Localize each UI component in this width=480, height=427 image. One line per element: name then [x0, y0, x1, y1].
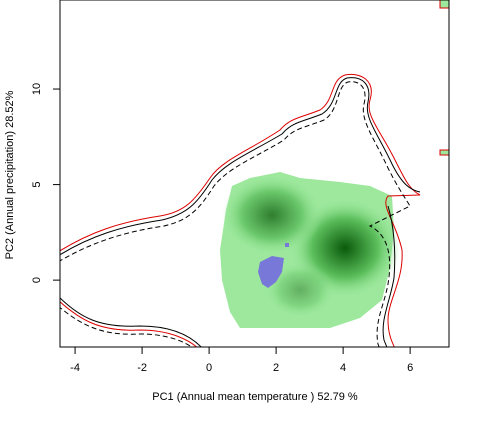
- x-tick-label: 6: [407, 362, 413, 374]
- x-tick-label: -2: [137, 362, 147, 374]
- contour-black: [60, 297, 202, 347]
- contour-red: [60, 301, 198, 347]
- y-axis-label: PC2 (Annual precipitation) 28.52%: [4, 90, 16, 259]
- contour-black: [60, 77, 421, 347]
- overlap-area: [258, 256, 284, 288]
- overlap-area: [285, 243, 289, 247]
- edge-patch: [439, 149, 449, 156]
- density-layer: [60, 0, 449, 347]
- edge-patch: [439, 0, 449, 9]
- contour-dashed: [60, 306, 193, 347]
- y-tick-label: 0: [31, 277, 43, 283]
- x-axis-label: PC1 (Annual mean temperature ) 52.79 %: [152, 391, 358, 403]
- density-core: [222, 175, 322, 255]
- y-tick-label: 5: [31, 182, 43, 188]
- x-tick-label: 0: [206, 362, 212, 374]
- plot-frame: [59, 0, 450, 348]
- x-tick-label: -4: [70, 362, 80, 374]
- contour-red: [60, 73, 421, 347]
- y-tick-label: 10: [31, 83, 43, 95]
- contour-dashed: [60, 81, 411, 347]
- x-tick-label: 2: [273, 362, 279, 374]
- density-core: [265, 262, 335, 318]
- x-tick-label: 4: [340, 362, 346, 374]
